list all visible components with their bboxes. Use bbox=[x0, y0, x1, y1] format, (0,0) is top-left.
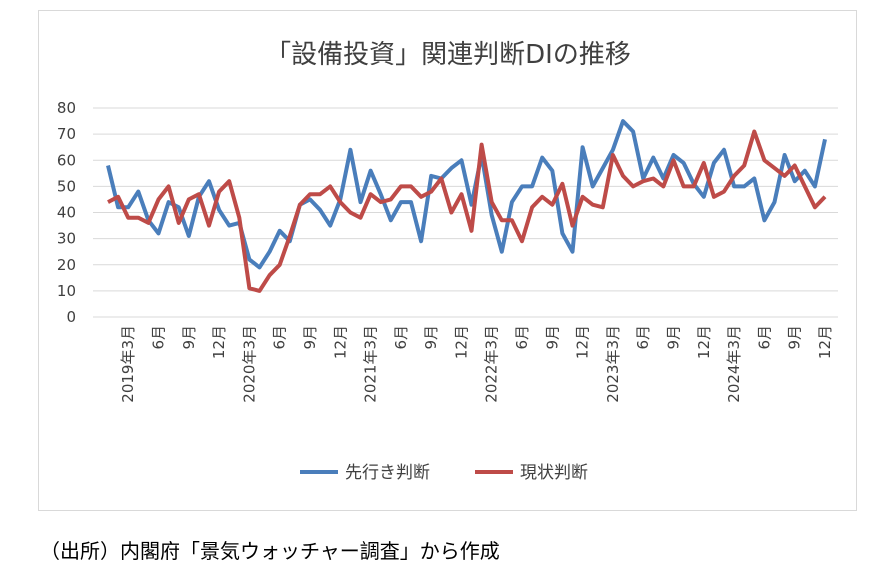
x-tick-label: 12月 bbox=[331, 325, 349, 359]
x-tick-label: 9月 bbox=[301, 325, 319, 350]
x-tick-label: 12月 bbox=[816, 325, 834, 359]
y-tick-label: 60 bbox=[57, 151, 76, 169]
x-tick-label: 2021年3月 bbox=[362, 325, 380, 403]
x-tick-label: 6月 bbox=[513, 325, 531, 350]
x-tick-label: 6月 bbox=[755, 325, 773, 350]
x-tick-label: 6月 bbox=[271, 325, 289, 350]
series-line bbox=[107, 129, 827, 293]
x-tick-label: 6月 bbox=[634, 325, 652, 350]
series-line bbox=[106, 119, 827, 270]
legend-label: 現状判断 bbox=[520, 463, 588, 483]
x-tick-label: 9月 bbox=[180, 325, 198, 350]
source-note: （出所）内閣府「景気ウォッチャー調査」から作成 bbox=[40, 539, 500, 563]
x-tick-label: 12月 bbox=[452, 325, 470, 359]
x-tick-label: 2024年3月 bbox=[725, 325, 743, 403]
x-tick-label: 12月 bbox=[574, 325, 592, 359]
legend-label: 先行き判断 bbox=[345, 463, 430, 483]
x-tick-label: 6月 bbox=[149, 325, 167, 350]
chart-frame bbox=[38, 10, 857, 511]
y-tick-label: 20 bbox=[57, 256, 76, 274]
x-tick-label: 2022年3月 bbox=[483, 325, 501, 403]
x-tick-label: 9月 bbox=[422, 325, 440, 350]
x-tick-label: 9月 bbox=[543, 325, 561, 350]
y-tick-label: 30 bbox=[57, 230, 76, 248]
x-tick-label: 2020年3月 bbox=[240, 325, 258, 403]
x-tick-label: 2019年3月 bbox=[119, 325, 137, 403]
y-tick-label: 50 bbox=[57, 177, 76, 195]
y-tick-label: 0 bbox=[66, 308, 76, 326]
x-tick-label: 2023年3月 bbox=[604, 325, 622, 403]
y-tick-label: 80 bbox=[57, 99, 76, 117]
x-tick-label: 6月 bbox=[392, 325, 410, 350]
x-tick-label: 9月 bbox=[665, 325, 683, 350]
y-tick-label: 70 bbox=[57, 125, 76, 143]
chart-title: 「設備投資」関連判断DIの推移 bbox=[265, 40, 631, 70]
x-tick-label: 12月 bbox=[210, 325, 228, 359]
y-tick-label: 10 bbox=[57, 282, 76, 300]
x-tick-label: 12月 bbox=[695, 325, 713, 359]
x-tick-label: 9月 bbox=[786, 325, 804, 350]
y-tick-label: 40 bbox=[57, 204, 76, 222]
